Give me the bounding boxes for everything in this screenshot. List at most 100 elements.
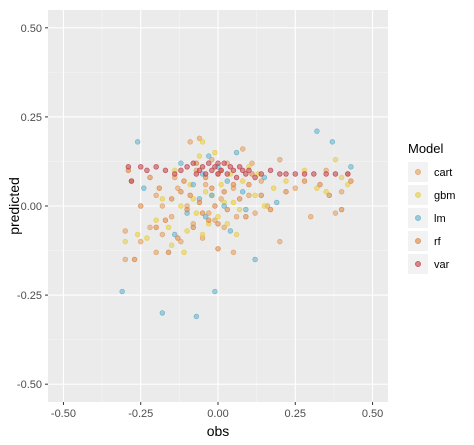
- data-point-cart: [168, 213, 175, 220]
- data-point-cart: [292, 185, 298, 191]
- data-point-rf: [147, 174, 153, 181]
- data-point-var: [199, 164, 206, 170]
- data-point-cart: [206, 210, 212, 216]
- data-point-var: [212, 164, 218, 170]
- legend-key-gbm: [415, 192, 421, 198]
- y-tick-label: -0.25: [17, 290, 42, 302]
- data-point-cart: [196, 135, 203, 141]
- data-point-lm: [193, 313, 200, 320]
- data-point-rf: [317, 181, 323, 188]
- data-point-gbm: [233, 231, 240, 238]
- data-point-gbm: [224, 221, 230, 227]
- data-point-var: [178, 167, 184, 174]
- data-point-rf: [206, 217, 212, 223]
- data-point-cart: [252, 210, 258, 216]
- data-point-cart: [147, 224, 153, 231]
- data-point-rf: [165, 249, 172, 256]
- data-point-rf: [131, 256, 138, 263]
- x-tick-label: 0.25: [285, 408, 306, 420]
- data-point-gbm: [181, 249, 187, 256]
- data-point-lm: [134, 139, 141, 145]
- data-point-rf: [258, 192, 264, 199]
- data-point-var: [138, 164, 144, 170]
- y-axis-title: predicted: [6, 177, 22, 235]
- y-tick-label: 0.25: [21, 112, 42, 124]
- data-point-gbm: [230, 199, 237, 206]
- legend-title: Model: [408, 141, 444, 156]
- data-point-gbm: [199, 139, 206, 145]
- data-point-lm: [240, 189, 246, 195]
- legend-label-gbm: gbm: [434, 190, 455, 202]
- data-point-var: [190, 160, 196, 166]
- data-point-gbm: [252, 192, 258, 199]
- data-point-lm: [159, 310, 166, 316]
- data-point-rf: [190, 224, 196, 231]
- data-point-lm: [119, 288, 125, 295]
- data-point-lm: [190, 181, 196, 188]
- data-point-var: [323, 171, 329, 177]
- data-point-lm: [227, 228, 234, 234]
- data-point-rf: [184, 206, 190, 213]
- data-point-rf: [178, 189, 184, 195]
- data-point-lm: [209, 192, 215, 199]
- y-tick-label: 0.50: [21, 23, 42, 35]
- data-point-cart: [218, 196, 224, 202]
- data-point-var: [193, 171, 200, 177]
- data-point-gbm: [236, 206, 243, 213]
- data-point-gbm: [134, 231, 141, 238]
- data-point-rf: [196, 199, 203, 206]
- data-point-rf: [181, 178, 187, 184]
- legend-key-rf: [415, 238, 421, 244]
- data-point-var: [227, 164, 234, 170]
- data-point-gbm: [283, 178, 289, 184]
- data-point-lm: [314, 128, 320, 134]
- data-point-gbm: [165, 224, 172, 231]
- data-point-var: [240, 167, 246, 174]
- data-point-gbm: [332, 156, 339, 163]
- x-tick-label: -0.25: [128, 408, 153, 420]
- legend-label-lm: lm: [434, 213, 446, 225]
- data-point-rf: [246, 181, 252, 188]
- data-point-var: [209, 167, 215, 174]
- data-point-cart: [249, 160, 255, 166]
- data-point-rf: [209, 185, 215, 191]
- data-point-lm: [274, 199, 280, 206]
- data-point-cart: [175, 185, 181, 191]
- data-point-rf: [230, 181, 237, 188]
- data-point-var: [162, 167, 169, 174]
- data-point-rf: [301, 178, 308, 184]
- data-point-var: [128, 178, 135, 184]
- data-point-rf: [187, 192, 193, 199]
- data-point-rf: [326, 192, 332, 199]
- y-tick-label: -0.50: [17, 379, 42, 391]
- data-point-rf: [221, 189, 227, 195]
- x-axis-title: obs: [207, 423, 230, 439]
- data-point-lm: [261, 174, 268, 181]
- data-point-cart: [209, 156, 215, 163]
- data-point-gbm: [190, 196, 196, 202]
- legend-label-var: var: [434, 259, 450, 271]
- data-point-rf: [162, 217, 169, 223]
- data-point-gbm: [261, 203, 268, 209]
- legend-label-cart: cart: [434, 167, 452, 179]
- data-point-gbm: [338, 174, 345, 181]
- data-point-var: [233, 174, 240, 181]
- data-point-gbm: [193, 210, 200, 216]
- data-point-lm: [202, 213, 209, 220]
- data-point-cart: [202, 181, 209, 188]
- data-point-rf: [267, 206, 274, 213]
- data-point-var: [215, 171, 221, 177]
- data-point-gbm: [323, 189, 329, 195]
- data-point-var: [332, 171, 339, 177]
- data-point-rf: [168, 196, 175, 202]
- data-point-lm: [141, 185, 147, 191]
- data-point-cart: [221, 224, 227, 231]
- data-point-gbm: [345, 181, 351, 188]
- data-point-gbm: [199, 231, 206, 238]
- data-point-cart: [246, 192, 252, 199]
- data-point-var: [243, 171, 249, 177]
- data-point-rf: [199, 210, 206, 216]
- data-point-var: [218, 167, 224, 174]
- data-point-cart: [332, 210, 339, 216]
- data-point-gbm: [168, 242, 175, 248]
